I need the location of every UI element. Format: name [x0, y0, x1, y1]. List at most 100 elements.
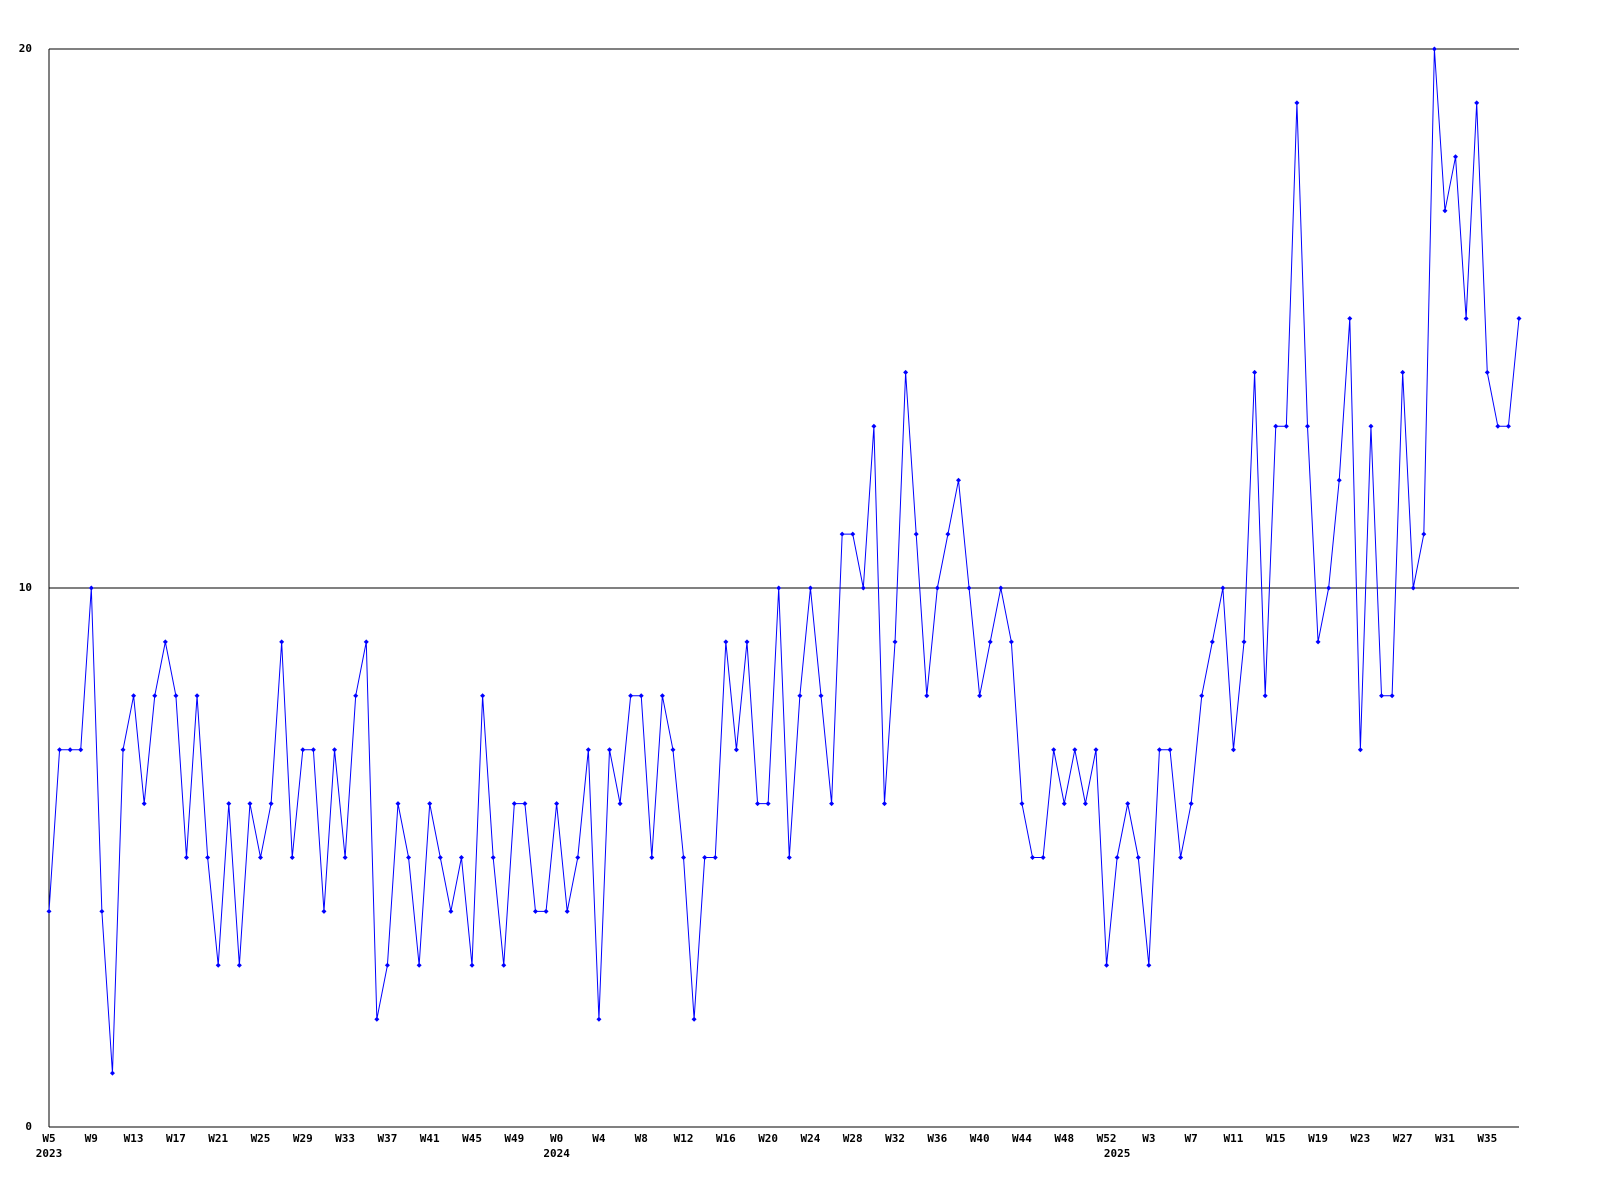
- data-point: [342, 855, 348, 860]
- data-point: [173, 693, 179, 699]
- data-point: [1294, 100, 1300, 106]
- x-tick-label: W23: [1350, 1132, 1370, 1145]
- data-point: [1030, 855, 1036, 860]
- data-point: [850, 531, 856, 537]
- x-tick-label: W13: [124, 1132, 144, 1145]
- data-point: [723, 639, 729, 645]
- data-point: [1220, 585, 1226, 591]
- x-tick-label: W33: [335, 1132, 355, 1145]
- data-point: [1304, 423, 1310, 429]
- data-point: [416, 962, 422, 968]
- data-point: [1410, 585, 1416, 591]
- x-tick-label: W28: [843, 1132, 863, 1145]
- data-point: [57, 747, 63, 753]
- x-tick-label: W0: [550, 1132, 563, 1145]
- data-point: [1283, 423, 1289, 429]
- data-point: [300, 747, 306, 753]
- data-point: [490, 855, 496, 860]
- x-tick-label: W45: [462, 1132, 482, 1145]
- data-point: [205, 855, 211, 860]
- data-point: [1072, 747, 1078, 753]
- data-point: [109, 1070, 115, 1076]
- data-point: [881, 801, 887, 807]
- data-point: [977, 693, 983, 699]
- data-point: [670, 747, 676, 753]
- data-point: [638, 693, 644, 699]
- year-label: 2024: [543, 1147, 570, 1160]
- data-point: [353, 693, 359, 699]
- data-point: [1241, 639, 1247, 645]
- x-tick-label: W11: [1224, 1132, 1244, 1145]
- x-tick-label: W52: [1097, 1132, 1117, 1145]
- data-point: [152, 693, 158, 699]
- x-tick-label: W8: [635, 1132, 648, 1145]
- data-point: [236, 962, 242, 968]
- data-point: [67, 747, 73, 753]
- data-point: [1125, 801, 1131, 807]
- data-point: [871, 423, 877, 429]
- data-point: [892, 639, 898, 645]
- data-point: [1252, 369, 1258, 375]
- data-point: [1146, 962, 1152, 968]
- data-point: [987, 639, 993, 645]
- data-point: [1273, 423, 1279, 429]
- x-tick-label: W35: [1477, 1132, 1497, 1145]
- data-point: [501, 962, 507, 968]
- data-point: [1040, 855, 1046, 860]
- data-point: [702, 855, 708, 860]
- data-point: [88, 585, 94, 591]
- x-tick-label: W4: [592, 1132, 606, 1145]
- data-point: [374, 1016, 380, 1022]
- data-point: [1357, 747, 1363, 753]
- x-tick-label: W20: [758, 1132, 778, 1145]
- data-point: [649, 855, 655, 860]
- data-point: [1505, 423, 1511, 429]
- data-point: [1379, 693, 1385, 699]
- data-point: [522, 801, 528, 807]
- data-point: [1336, 477, 1342, 483]
- x-tick-label: W44: [1012, 1132, 1032, 1145]
- data-point: [1516, 316, 1522, 321]
- data-point: [141, 801, 147, 807]
- data-point: [395, 801, 401, 807]
- year-label: 2023: [36, 1147, 63, 1160]
- data-point: [617, 801, 623, 807]
- data-point: [1315, 639, 1321, 645]
- data-point: [1188, 801, 1194, 807]
- x-tick-label: W7: [1185, 1132, 1198, 1145]
- data-line: [48, 48, 1520, 1074]
- x-tick-label: W15: [1266, 1132, 1286, 1145]
- data-point: [628, 693, 634, 699]
- data-point: [226, 801, 232, 807]
- data-point: [268, 801, 274, 807]
- data-point: [776, 585, 782, 591]
- data-point: [839, 531, 845, 537]
- x-tick-label: W3: [1142, 1132, 1155, 1145]
- x-tick-label: W24: [801, 1132, 821, 1145]
- data-point: [1495, 423, 1501, 429]
- data-point: [1199, 693, 1205, 699]
- data-point: [162, 639, 168, 645]
- data-point: [1421, 531, 1427, 537]
- x-tick-label: W36: [927, 1132, 947, 1145]
- data-point: [120, 747, 126, 753]
- data-point: [1178, 855, 1184, 860]
- x-tick-label: W9: [85, 1132, 98, 1145]
- x-tick-label: W27: [1393, 1132, 1413, 1145]
- data-point: [279, 639, 285, 645]
- data-point: [744, 639, 750, 645]
- data-point: [1082, 801, 1088, 807]
- data-point: [765, 801, 771, 807]
- data-point: [1209, 639, 1215, 645]
- data-point: [1400, 369, 1406, 375]
- data-point: [955, 477, 961, 483]
- data-point: [99, 908, 105, 914]
- data-point: [1347, 316, 1353, 321]
- data-point: [1326, 585, 1332, 591]
- data-point: [596, 1016, 602, 1022]
- x-tick-label: W40: [970, 1132, 990, 1145]
- data-point: [807, 585, 813, 591]
- x-tick-label: W5: [42, 1132, 55, 1145]
- data-point: [1156, 747, 1162, 753]
